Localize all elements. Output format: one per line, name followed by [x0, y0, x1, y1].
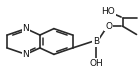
Text: HO: HO	[102, 7, 115, 16]
Text: O: O	[105, 22, 112, 31]
Text: N: N	[23, 50, 29, 59]
Text: B: B	[93, 37, 99, 46]
Text: N: N	[23, 24, 29, 33]
Text: OH: OH	[89, 59, 103, 68]
